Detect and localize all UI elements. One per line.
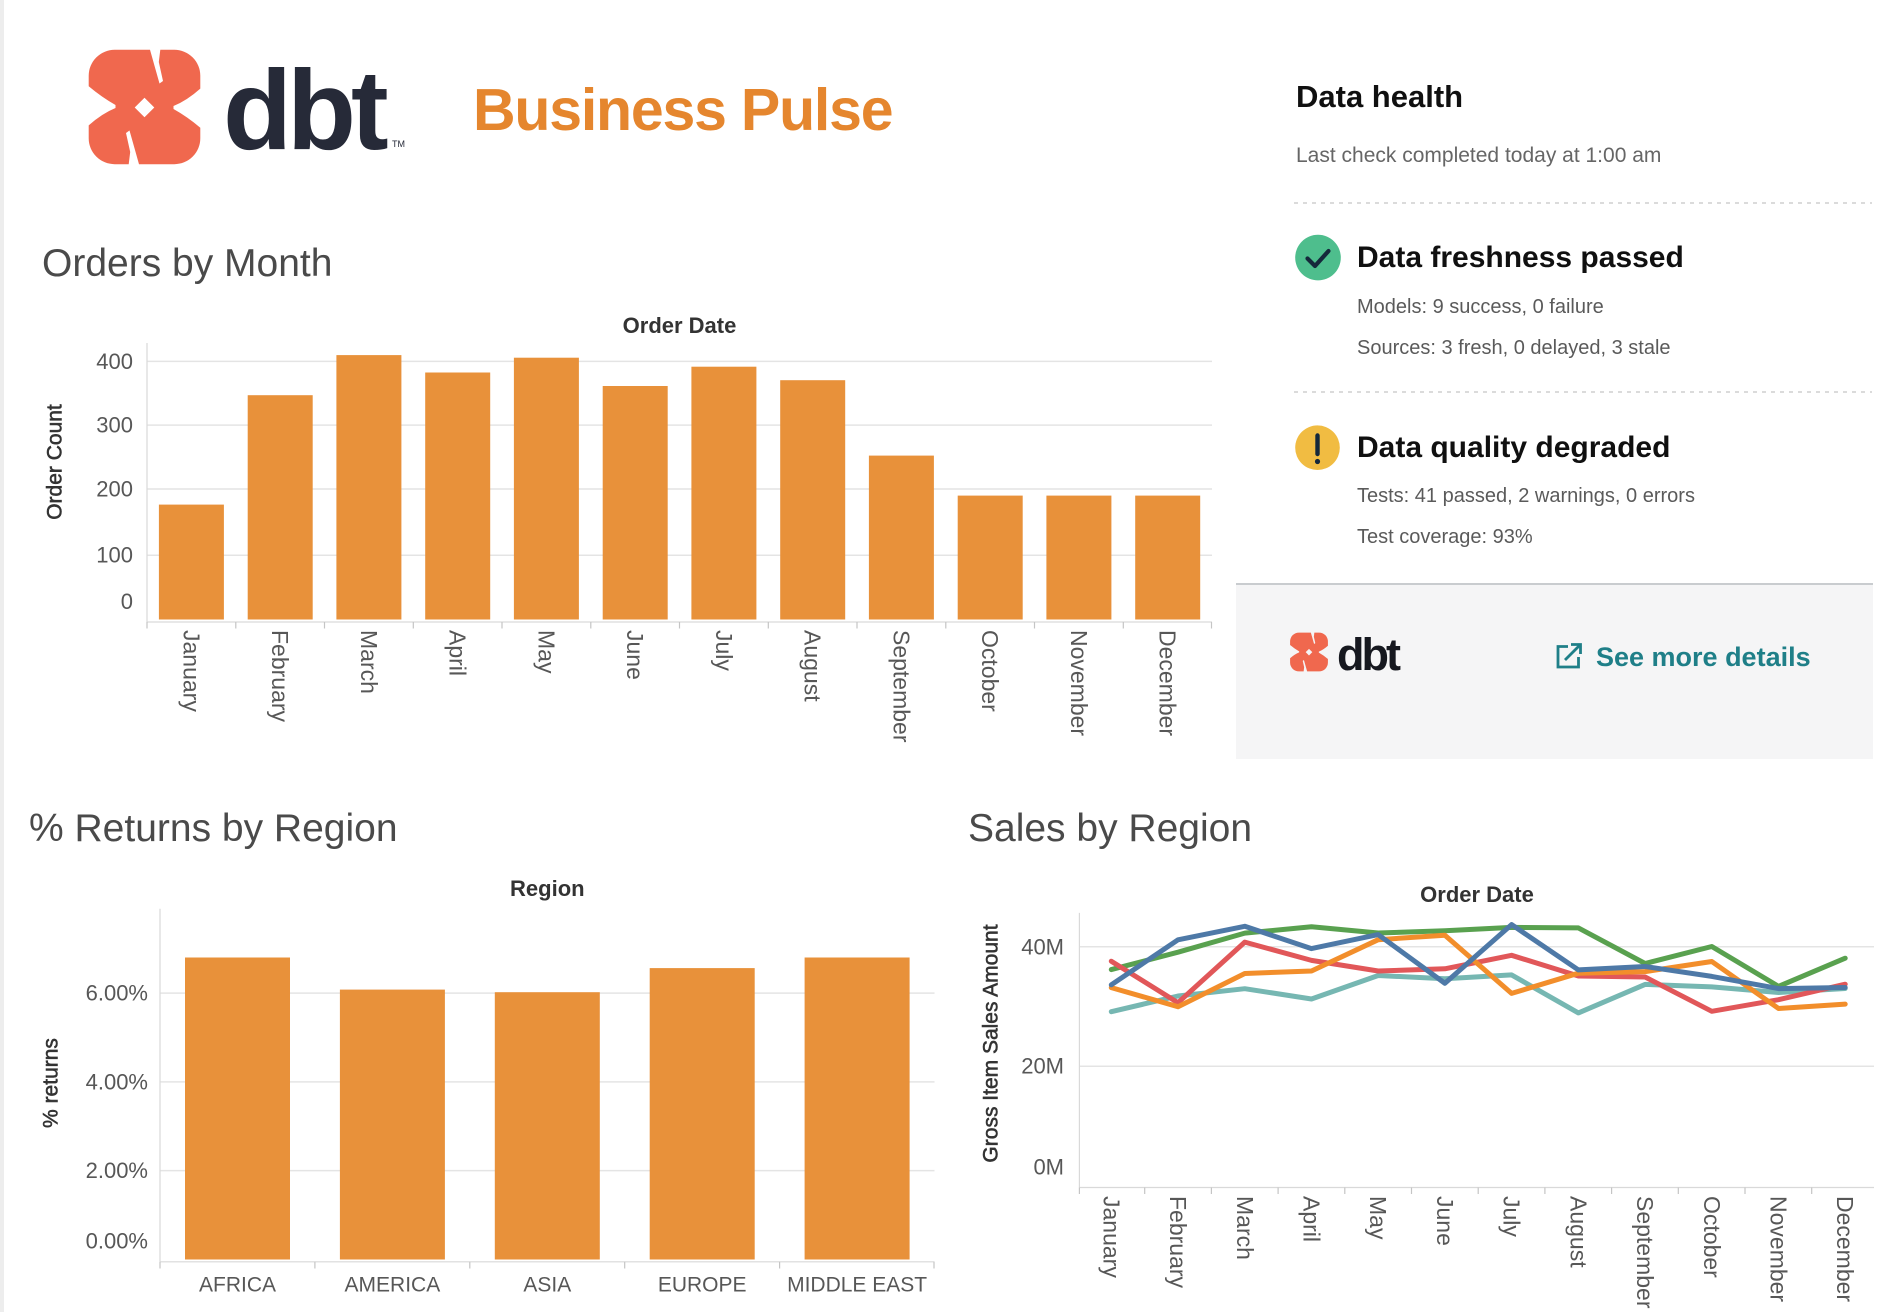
svg-text:November: November — [1066, 630, 1092, 736]
svg-text:Region: Region — [510, 876, 585, 901]
svg-text:300: 300 — [96, 413, 133, 438]
svg-text:March: March — [1232, 1196, 1258, 1260]
svg-text:August: August — [800, 630, 826, 702]
svg-text:April: April — [1299, 1196, 1325, 1242]
svg-text:MIDDLE EAST: MIDDLE EAST — [787, 1274, 927, 1297]
svg-text:September: September — [888, 630, 914, 743]
svg-text:2.00%: 2.00% — [86, 1158, 148, 1183]
svg-text:4.00%: 4.00% — [86, 1069, 148, 1094]
svg-text:100: 100 — [96, 543, 133, 568]
svg-text:Order Date: Order Date — [1420, 882, 1534, 907]
svg-text:Order Date: Order Date — [623, 313, 737, 338]
svg-text:November: November — [1766, 1196, 1792, 1302]
svg-text:0M: 0M — [1033, 1155, 1064, 1180]
svg-text:May: May — [1365, 1196, 1391, 1240]
svg-text:February: February — [1165, 1196, 1191, 1289]
svg-text:Order Count: Order Count — [44, 404, 67, 520]
svg-text:0: 0 — [121, 589, 133, 614]
svg-text:% returns: % returns — [40, 1038, 63, 1128]
svg-text:6.00%: 6.00% — [86, 981, 148, 1006]
svg-text:February: February — [267, 630, 293, 723]
svg-text:December: December — [1832, 1196, 1858, 1302]
svg-text:400: 400 — [96, 349, 133, 374]
svg-text:April: April — [445, 630, 471, 676]
svg-text:June: June — [622, 630, 648, 680]
svg-text:January: January — [1098, 1196, 1124, 1278]
svg-text:July: July — [1499, 1196, 1525, 1237]
svg-text:June: June — [1432, 1196, 1458, 1246]
svg-text:200: 200 — [96, 477, 133, 502]
svg-text:40M: 40M — [1021, 934, 1064, 959]
svg-text:AFRICA: AFRICA — [199, 1274, 276, 1297]
svg-text:October: October — [1699, 1196, 1725, 1278]
svg-text:20M: 20M — [1021, 1054, 1064, 1079]
svg-text:AMERICA: AMERICA — [345, 1274, 441, 1297]
svg-text:May: May — [533, 630, 559, 674]
svg-text:December: December — [1155, 630, 1181, 736]
svg-text:October: October — [977, 630, 1003, 712]
svg-text:Gross Item Sales Amount: Gross Item Sales Amount — [980, 924, 1003, 1162]
svg-text:January: January — [178, 630, 204, 712]
svg-text:ASIA: ASIA — [523, 1274, 571, 1297]
svg-text:0.00%: 0.00% — [86, 1229, 148, 1254]
svg-text:July: July — [711, 630, 737, 671]
svg-text:March: March — [356, 630, 382, 694]
svg-text:August: August — [1565, 1196, 1591, 1268]
svg-text:EUROPE: EUROPE — [658, 1274, 747, 1297]
svg-text:September: September — [1632, 1196, 1658, 1309]
